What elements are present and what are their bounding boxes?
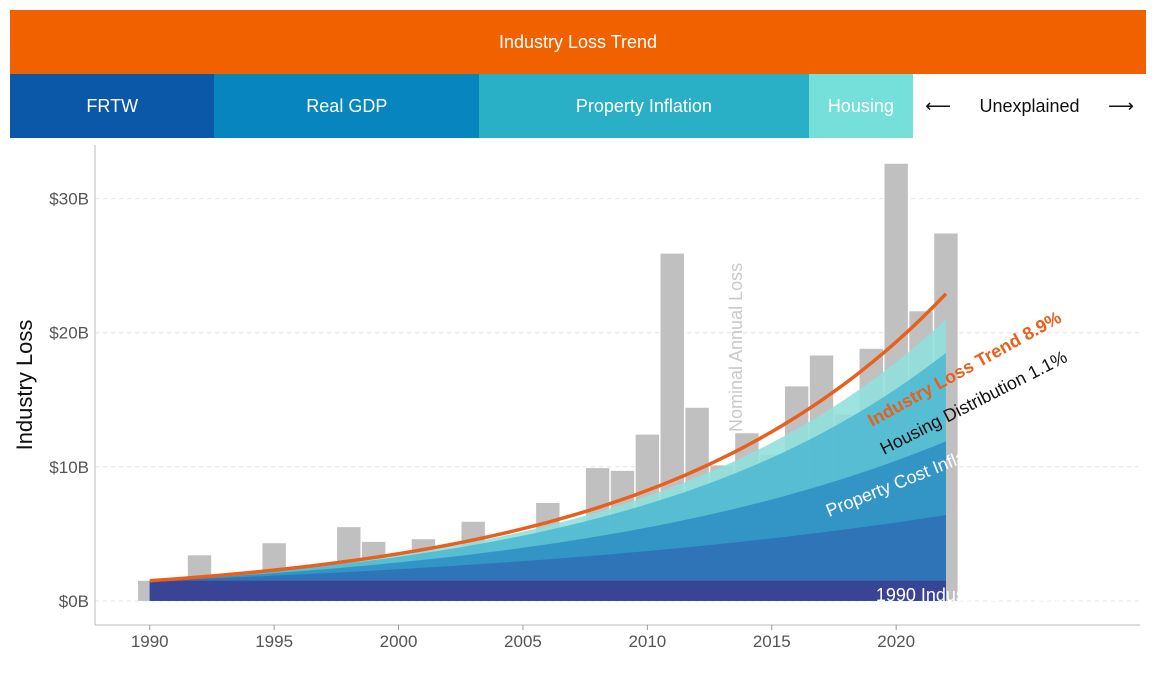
y-tick-label: $10B [49,458,89,477]
base-level-label: 1990 Industry Loss Level [876,585,1076,605]
segment-unexplained-label: Unexplained [979,95,1080,116]
left-arrow-icon: ⟵ [925,95,951,116]
segment-housing: Housing [808,74,914,138]
nominal-loss-label: Nominal Annual Loss [726,263,746,432]
x-tick-label: 1995 [255,632,293,651]
area-band [149,580,946,601]
x-tick-label: 2005 [504,632,542,651]
y-tick-label: $30B [49,190,89,209]
trend-line [149,292,948,583]
x-tick-label: 1990 [131,632,169,651]
y-tick-label: $20B [49,324,89,343]
segment-property-inflation-label: Property Inflation [575,95,712,116]
segment-frtw-label: FRTW [86,95,139,116]
segment-housing-label: Housing [827,95,894,116]
x-tick-label: 2000 [380,632,418,651]
industry-loss-trend-banner: Industry Loss Trend [10,10,1146,74]
y-tick-label: $0B [59,592,89,611]
banner-title: Industry Loss Trend [498,31,658,52]
x-tick-label: 2020 [877,632,915,651]
gdp-label: GDP 2.3% [991,511,1076,531]
loss-trend-chart: $0B $10B $20B $30B 1990 1995 2000 2005 2010 2015 2… [12,145,1140,651]
x-tick-label: 2015 [753,632,791,651]
contribution-segments: FRTW Real GDP Property Inflation Housing… [10,74,1146,138]
segment-real-gdp-label: Real GDP [306,95,388,116]
area-band [149,515,946,601]
right-arrow-icon: ⟶ [1108,95,1134,116]
areas-layer [149,319,946,601]
segment-real-gdp: Real GDP [214,74,480,138]
trend-layer [149,292,948,583]
x-tick-label: 2010 [628,632,666,651]
y-axis-title: Industry Loss [12,320,37,451]
frtw-label: FRTW* 2.1% [971,562,1076,582]
axis-layer: $0B $10B $20B $30B 1990 1995 2000 2005 2010 2015 2… [12,145,1140,651]
segment-property-inflation: Property Inflation [479,74,809,138]
segment-unexplained: ⟵ Unexplained ⟶ [913,74,1146,138]
segment-frtw: FRTW [10,74,215,138]
